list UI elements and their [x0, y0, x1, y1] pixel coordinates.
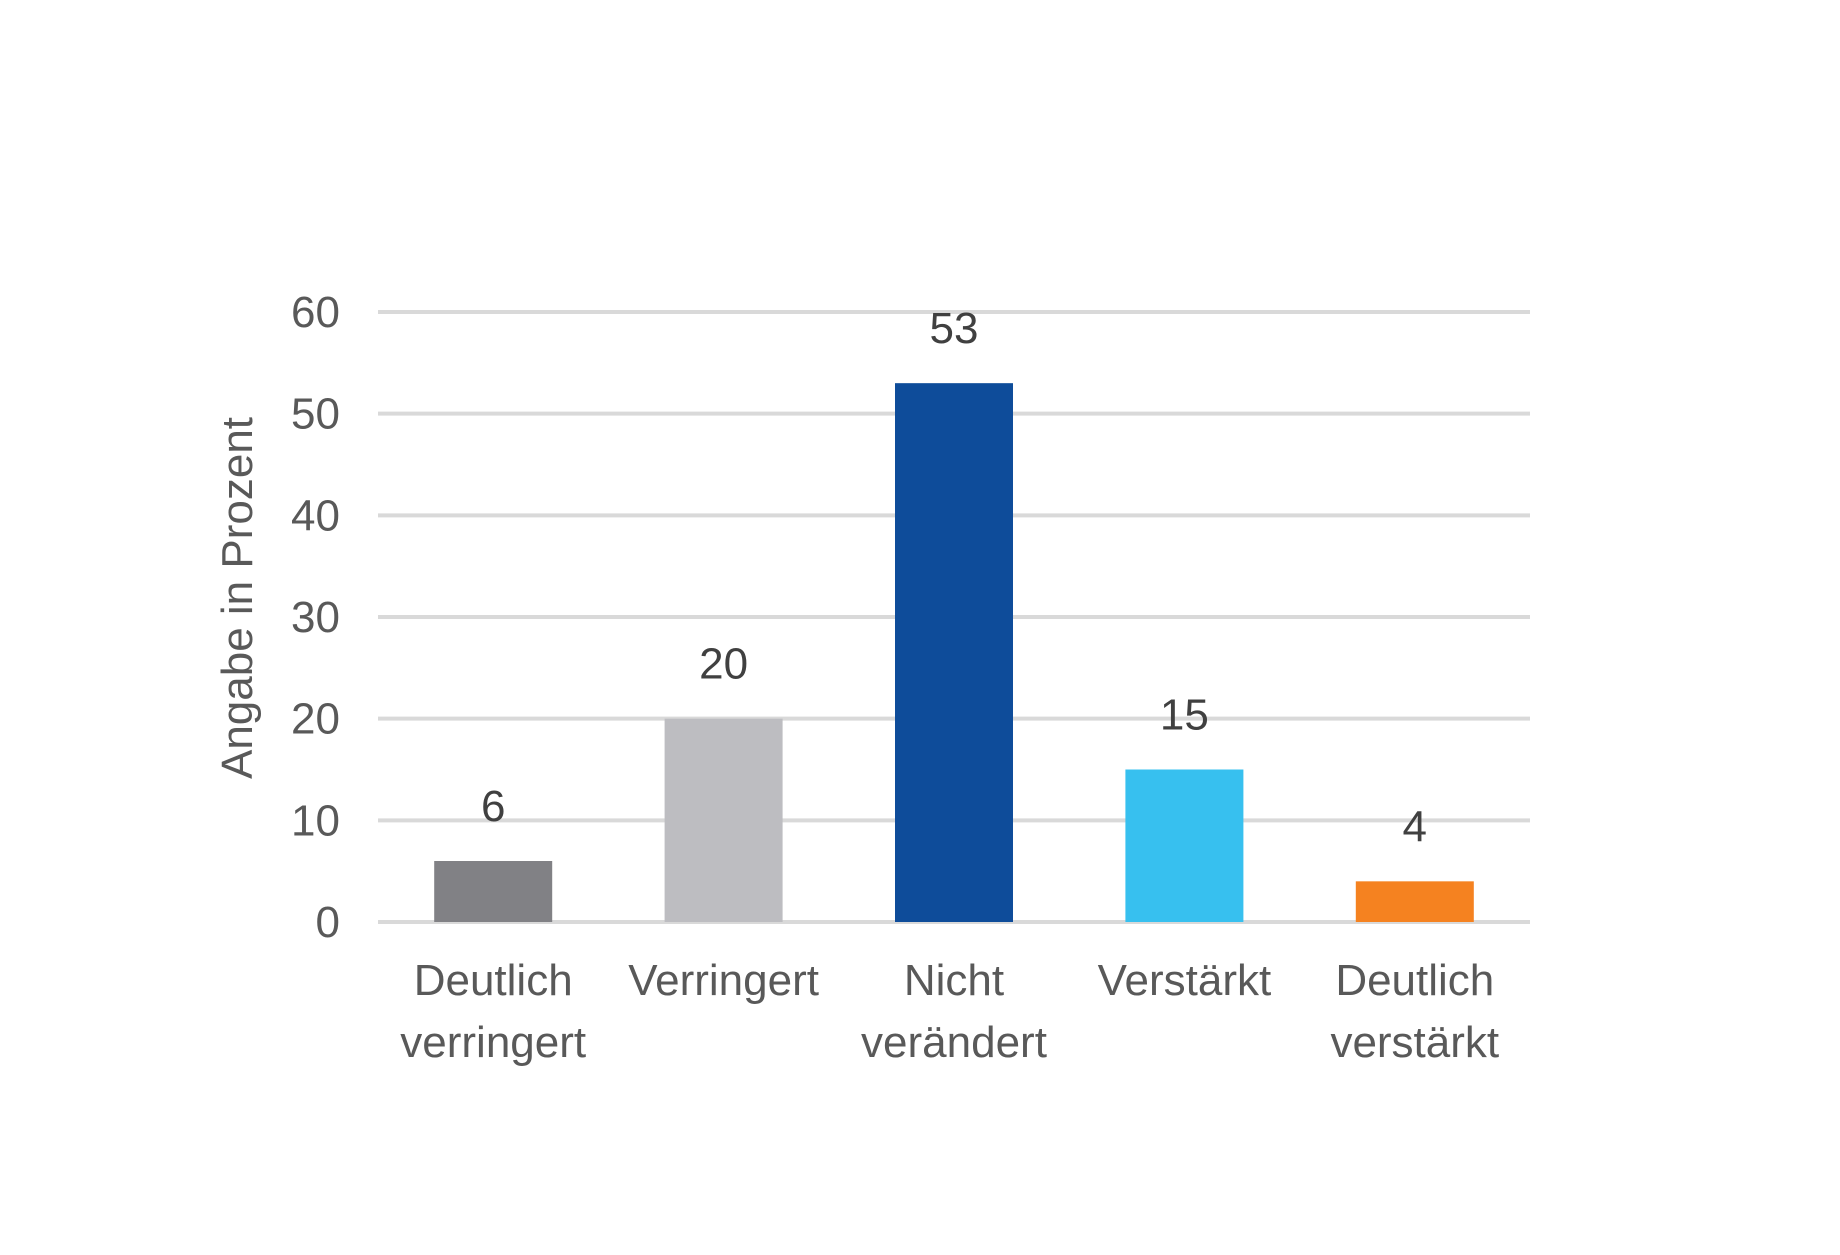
x-category-label: Nicht	[904, 956, 1004, 1005]
y-tick-label: 50	[291, 390, 340, 439]
bar	[895, 383, 1013, 923]
x-category-label: Verstärkt	[1098, 956, 1272, 1005]
bar	[664, 718, 783, 922]
x-category-label: Verringert	[628, 956, 819, 1005]
bar-value-label: 6	[481, 782, 505, 831]
bars	[434, 383, 1474, 923]
x-category-label: Deutlich	[1335, 956, 1494, 1005]
bar-value-label: 53	[930, 304, 979, 353]
y-tick-label: 40	[291, 491, 340, 540]
bar-value-label: 20	[699, 640, 748, 689]
bar-value-label: 15	[1160, 691, 1209, 740]
y-tick-label: 10	[291, 796, 340, 845]
x-axis-categories: Deutlich verringert Verringert Nicht verände…	[400, 956, 1499, 1067]
bar-value-label: 4	[1403, 802, 1427, 851]
y-tick-label: 20	[291, 695, 340, 744]
x-category-label: verringert	[400, 1018, 586, 1067]
bar	[1125, 769, 1244, 922]
x-category-label: Deutlich	[414, 956, 573, 1005]
y-axis-title: Angabe in Prozent	[213, 417, 262, 779]
x-category-label: verändert	[861, 1018, 1047, 1067]
bar	[1355, 881, 1474, 922]
y-tick-label: 60	[291, 288, 340, 337]
data-labels: 6 20 53 15 4	[481, 304, 1427, 851]
bar	[434, 861, 553, 922]
x-category-label: verstärkt	[1330, 1018, 1499, 1067]
y-tick-label: 0	[316, 898, 340, 947]
y-tick-label: 30	[291, 593, 340, 642]
y-axis-ticks: 0 10 20 30 40 50 60	[291, 288, 340, 947]
